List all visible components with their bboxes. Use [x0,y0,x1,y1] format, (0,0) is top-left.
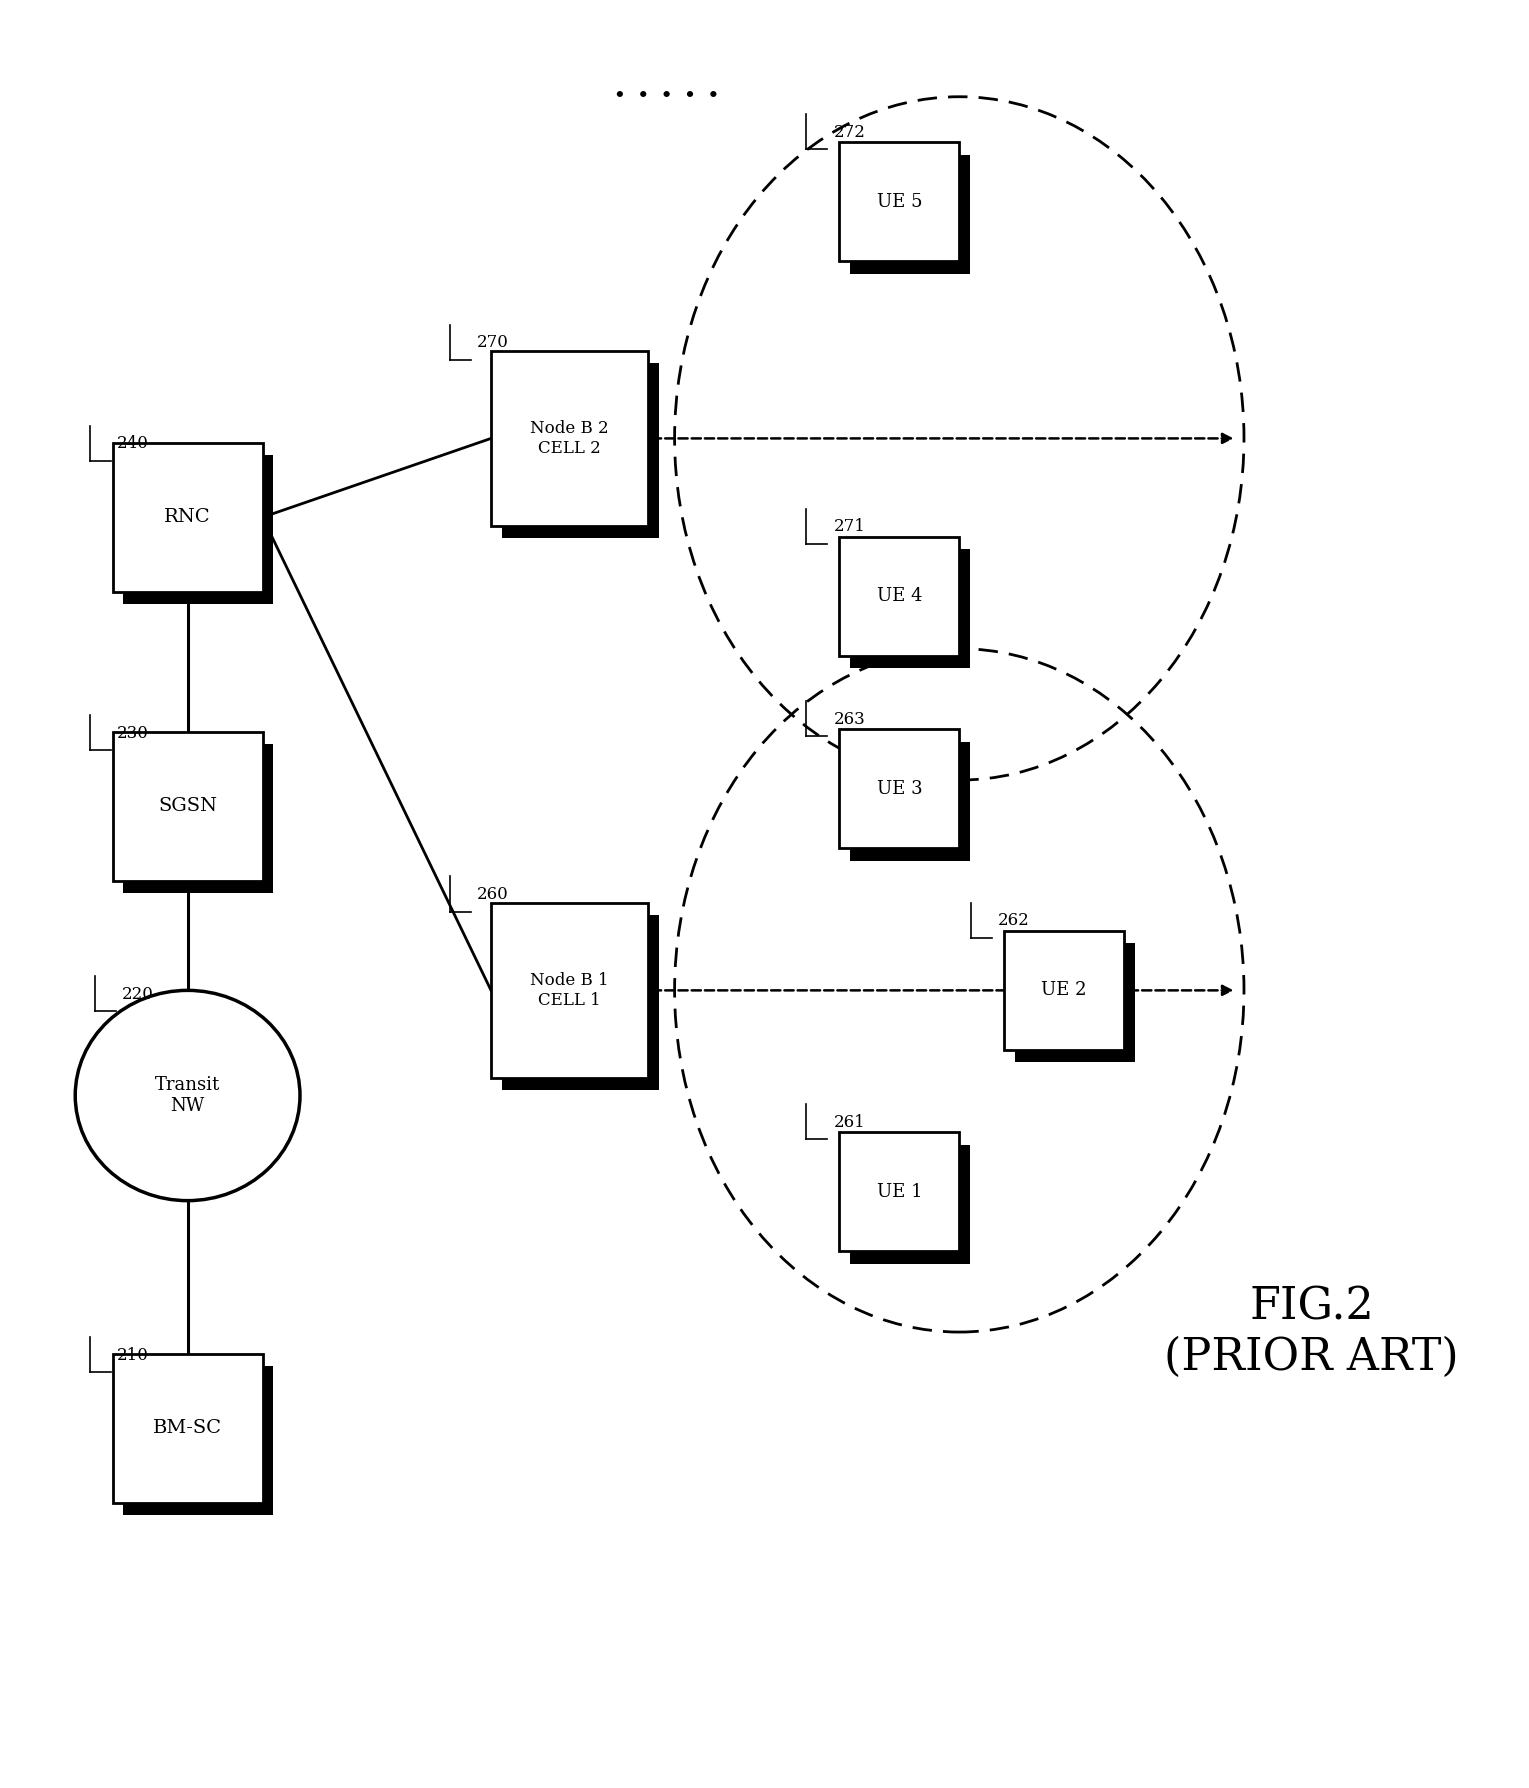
Text: Node B 1
CELL 1: Node B 1 CELL 1 [531,973,609,1008]
Text: UE 3: UE 3 [876,780,922,797]
Bar [850,742,969,860]
Bar [124,1366,274,1514]
Bar [850,154,969,274]
Text: 271: 271 [833,519,865,535]
Bar [839,143,959,261]
Text: Node B 2
CELL 2: Node B 2 CELL 2 [531,420,609,456]
Bar [839,730,959,849]
Bar [113,443,263,592]
Text: . . . . .: . . . . . [615,72,720,104]
Text: UE 5: UE 5 [876,193,922,211]
Bar [1015,942,1135,1062]
Text: UE 4: UE 4 [876,586,922,604]
Bar [124,744,274,894]
Ellipse shape [75,991,300,1202]
Bar [502,363,659,538]
Text: Transit
NW: Transit NW [154,1076,220,1116]
Text: BM-SC: BM-SC [153,1420,222,1438]
Bar [491,350,648,526]
Text: 260: 260 [477,885,509,903]
Text: UE 1: UE 1 [876,1184,922,1202]
Bar [839,536,959,656]
Text: 220: 220 [122,985,153,1003]
Bar [850,549,969,669]
Bar [839,1132,959,1252]
Text: 230: 230 [118,724,148,742]
Bar [1005,932,1124,1050]
Text: SGSN: SGSN [157,797,217,815]
Bar [113,1354,263,1504]
Text: 210: 210 [118,1346,148,1364]
Text: UE 2: UE 2 [1041,982,1087,999]
Bar [502,915,659,1091]
Text: 262: 262 [998,912,1031,930]
Text: 261: 261 [833,1114,865,1130]
Text: 240: 240 [118,436,148,452]
Bar [113,731,263,881]
Text: 263: 263 [833,710,865,728]
Text: RNC: RNC [164,508,211,526]
Bar [850,1144,969,1264]
Bar [491,903,648,1078]
Text: FIG.2
(PRIOR ART): FIG.2 (PRIOR ART) [1164,1286,1459,1379]
Text: 272: 272 [833,123,865,141]
Text: 270: 270 [477,334,509,350]
Bar [124,456,274,604]
